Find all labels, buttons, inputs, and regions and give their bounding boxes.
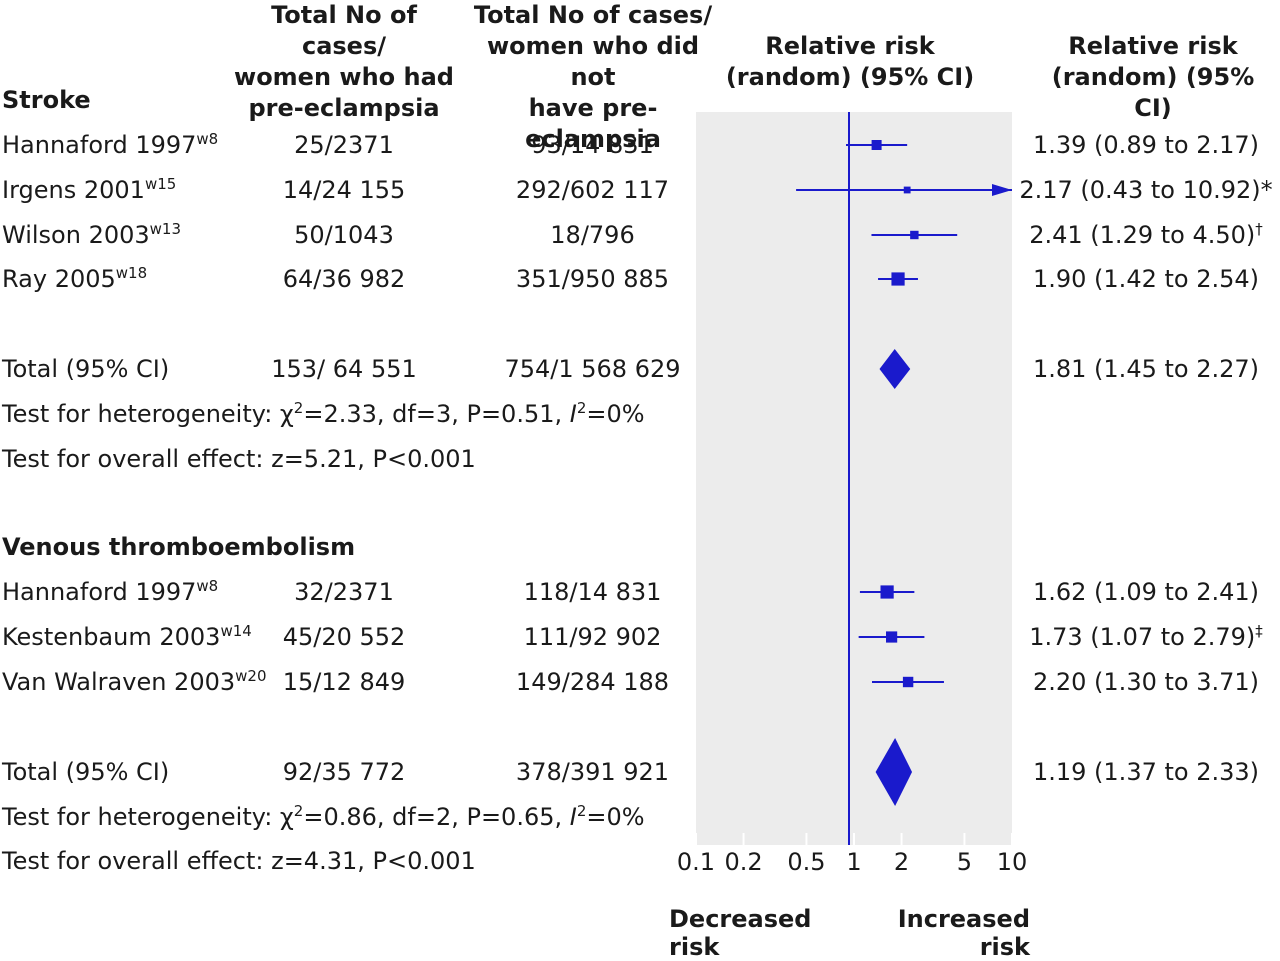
cases-no-preeclampsia: 351/950 885 [515, 265, 670, 293]
total-label: Total (95% CI) [2, 758, 170, 786]
study-name: Ray 2005w18 [2, 264, 148, 293]
study-name: Van Walraven 2003w20 [2, 667, 267, 696]
section-title-venous-thromboembolism: Venous thromboembolism [2, 533, 356, 561]
point-estimate [871, 140, 882, 150]
axis-tick-label: 1 [846, 848, 861, 876]
cases-preeclampsia: 45/20 552 [282, 623, 406, 651]
point-estimate [902, 676, 914, 688]
increased-risk-label: Increased risk [897, 905, 1030, 961]
point-estimate [910, 230, 919, 240]
study-name: Hannaford 1997w8 [2, 577, 219, 606]
cases-preeclampsia: 64/36 982 [282, 265, 406, 293]
header-cases-no-preeclampsia: Total No of cases/ women who did not hav… [473, 1, 713, 153]
study-name: Kestenbaum 2003w14 [2, 622, 252, 651]
plot-panel [696, 112, 1012, 845]
axis-tick-label: 0.5 [787, 848, 825, 876]
overall-effect-test: Test for overall effect: z=5.21, P<0.001 [2, 445, 476, 473]
relative-risk-value: 2.20 (1.30 to 3.71) [1032, 668, 1260, 696]
axis-tick-label: 2 [894, 848, 909, 876]
pooled-diamond [879, 349, 911, 389]
relative-risk-value: 1.90 (1.42 to 2.54) [1032, 265, 1260, 293]
point-estimate [880, 585, 894, 599]
point-estimate [886, 631, 898, 643]
heterogeneity-test: Test for heterogeneity: χ2=2.33, df=3, P… [2, 399, 645, 428]
heterogeneity-test: Test for heterogeneity: χ2=0.86, df=2, P… [2, 802, 645, 831]
total-relative-risk-value: 1.19 (1.37 to 2.33) [1032, 758, 1260, 786]
cases-no-preeclampsia: 111/92 902 [523, 623, 662, 651]
relative-risk-value: 1.62 (1.09 to 2.41) [1032, 578, 1260, 606]
axis-tick-label: 10 [997, 848, 1028, 876]
axis-tick-label: 0.2 [724, 848, 762, 876]
study-name: Irgens 2001w15 [2, 175, 177, 204]
header-relative-risk-plot: Relative risk (random) (95% CI) [725, 32, 975, 91]
relative-risk-value: 2.17 (0.43 to 10.92)* [1019, 176, 1273, 204]
axis-tick-label: 0.1 [677, 848, 715, 876]
study-name: Hannaford 1997w8 [2, 130, 219, 159]
cases-no-preeclampsia: 149/284 188 [515, 668, 670, 696]
cases-no-preeclampsia: 93/14 831 [531, 131, 654, 159]
total-label: Total (95% CI) [2, 355, 170, 383]
ci-arrow [992, 184, 1012, 196]
point-estimate [891, 272, 905, 286]
cases-preeclampsia: 25/2371 [294, 131, 394, 159]
point-estimate [903, 186, 911, 194]
cases-preeclampsia: 14/24 155 [282, 176, 406, 204]
cases-no-preeclampsia: 118/14 831 [523, 578, 662, 606]
header-relative-risk-values: Relative risk (random) (95% CI) [1051, 32, 1255, 122]
cases-no-preeclampsia: 292/602 117 [515, 176, 670, 204]
cases-preeclampsia: 50/1043 [294, 221, 394, 249]
header-cases-preeclampsia: Total No of cases/ women who had pre-ecl… [234, 1, 454, 122]
total-relative-risk-value: 1.81 (1.45 to 2.27) [1032, 355, 1260, 383]
cases-preeclampsia: 32/2371 [294, 578, 394, 606]
relative-risk-value: 1.39 (0.89 to 2.17) [1032, 131, 1260, 159]
axis-tick-label: 5 [957, 848, 972, 876]
study-name: Wilson 2003w13 [2, 220, 182, 249]
total-cases-no-preeclampsia: 754/1 568 629 [504, 355, 681, 383]
decreased-risk-label: Decreased risk [669, 905, 812, 961]
cases-preeclampsia: 15/12 849 [282, 668, 406, 696]
relative-risk-value: 2.41 (1.29 to 4.50)† [1029, 220, 1263, 249]
cases-no-preeclampsia: 18/796 [550, 221, 635, 249]
section-title-stroke: Stroke [2, 86, 91, 114]
relative-risk-value: 1.73 (1.07 to 2.79)‡ [1029, 622, 1263, 651]
pooled-diamond [875, 738, 913, 806]
overall-effect-test: Test for overall effect: z=4.31, P<0.001 [2, 847, 476, 875]
total-cases-preeclampsia: 92/35 772 [282, 758, 406, 786]
total-cases-preeclampsia: 153/ 64 551 [271, 355, 417, 383]
total-cases-no-preeclampsia: 378/391 921 [515, 758, 670, 786]
